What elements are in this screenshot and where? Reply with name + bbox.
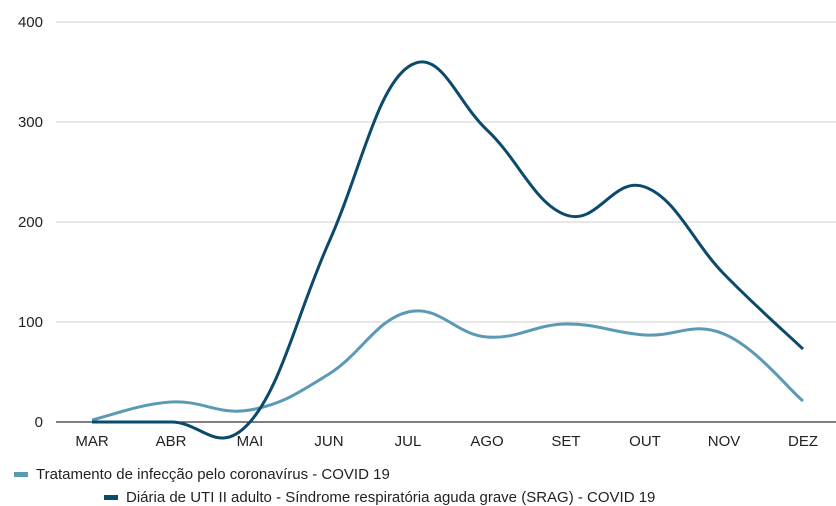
x-tick-label: DEZ xyxy=(788,433,818,450)
x-tick-label: OUT xyxy=(629,433,661,450)
y-tick-label: 200 xyxy=(18,214,43,231)
y-axis-ticks: 0 100 200 300 400 xyxy=(18,14,43,431)
legend-label: Diária de UTI II adulto - Síndrome respi… xyxy=(126,489,656,506)
legend-item-tratamento: Tratamento de infecção pelo coronavírus … xyxy=(14,466,390,483)
x-tick-label: MAI xyxy=(237,433,264,450)
legend-swatch xyxy=(104,495,118,500)
x-tick-label: NOV xyxy=(708,433,741,450)
y-tick-label: 0 xyxy=(35,414,43,431)
gridlines xyxy=(56,21,836,423)
x-tick-label: AGO xyxy=(470,433,503,450)
x-tick-label: JUL xyxy=(395,433,422,450)
x-tick-label: JUN xyxy=(314,433,343,450)
y-tick-label: 300 xyxy=(18,114,43,131)
line-chart: 0 100 200 300 400 MAR ABR MAI JUN JUL AGO SET OUT NO… xyxy=(18,14,836,450)
legend-swatch xyxy=(14,472,28,477)
x-tick-label: MAR xyxy=(75,433,109,450)
legend-item-uti: Diária de UTI II adulto - Síndrome respi… xyxy=(104,489,655,506)
x-axis-ticks: MAR ABR MAI JUN JUL AGO SET OUT NOV DEZ xyxy=(75,433,818,450)
x-tick-label: SET xyxy=(551,433,580,450)
y-tick-label: 400 xyxy=(18,14,43,31)
legend-label: Tratamento de infecção pelo coronavírus … xyxy=(36,466,390,483)
series-line-0 xyxy=(91,309,804,422)
series-lines xyxy=(91,60,805,440)
series-line-1 xyxy=(91,60,805,440)
y-tick-label: 100 xyxy=(18,314,43,331)
x-tick-label: ABR xyxy=(156,433,187,450)
